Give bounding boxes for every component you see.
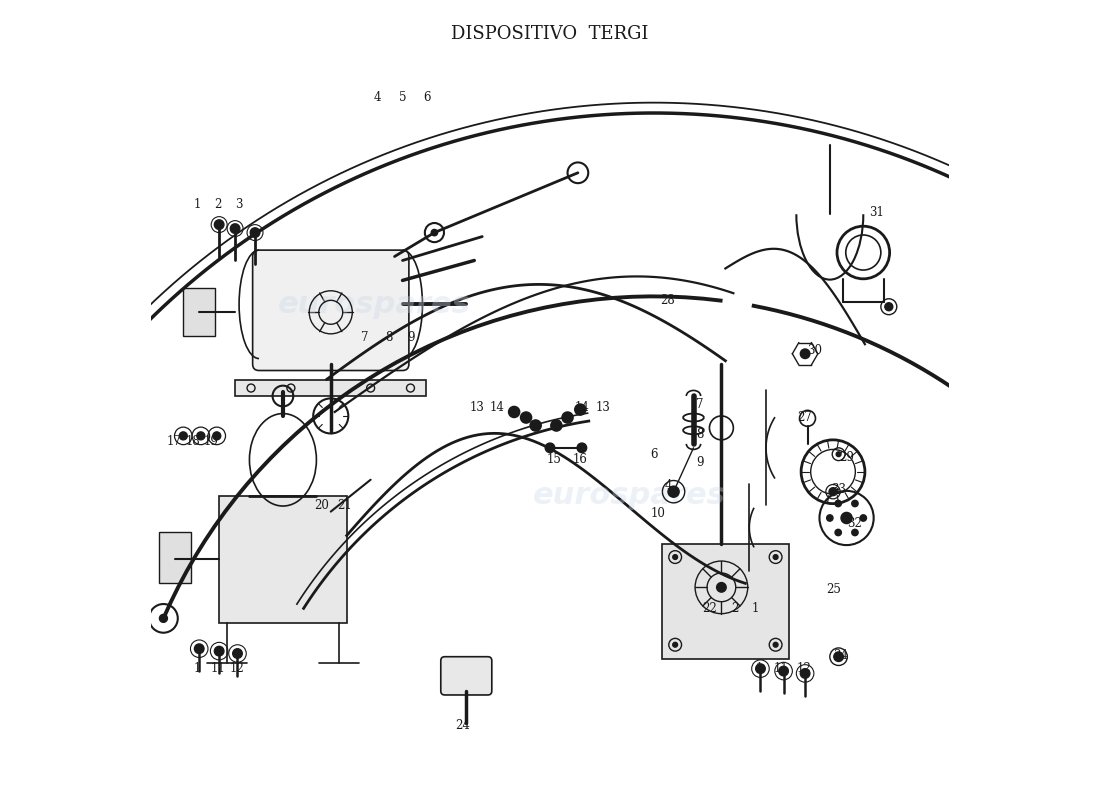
Circle shape xyxy=(835,530,842,536)
Text: eurospares: eurospares xyxy=(534,481,726,510)
Text: 19: 19 xyxy=(204,435,219,448)
Circle shape xyxy=(756,664,766,674)
Circle shape xyxy=(851,500,858,506)
Circle shape xyxy=(212,432,221,440)
Circle shape xyxy=(214,646,224,656)
Text: 8: 8 xyxy=(696,428,704,441)
Text: 24: 24 xyxy=(455,718,470,732)
Circle shape xyxy=(836,452,842,457)
Circle shape xyxy=(233,649,242,658)
Polygon shape xyxy=(661,543,789,659)
Text: 12: 12 xyxy=(229,662,244,675)
Text: 14: 14 xyxy=(574,402,590,414)
Text: 29: 29 xyxy=(839,451,854,464)
Text: 21: 21 xyxy=(337,498,352,512)
Circle shape xyxy=(834,652,844,662)
Circle shape xyxy=(562,412,573,423)
Text: 18: 18 xyxy=(186,435,200,448)
Text: 1: 1 xyxy=(752,602,759,615)
Circle shape xyxy=(673,642,678,647)
Text: 20: 20 xyxy=(314,498,329,512)
Text: 10: 10 xyxy=(650,506,666,520)
Circle shape xyxy=(431,230,438,236)
Circle shape xyxy=(716,582,726,592)
Text: 34: 34 xyxy=(834,649,848,662)
Circle shape xyxy=(578,443,586,453)
Circle shape xyxy=(546,443,554,453)
Circle shape xyxy=(801,349,810,358)
Text: 6: 6 xyxy=(424,90,431,103)
Circle shape xyxy=(668,486,679,498)
FancyBboxPatch shape xyxy=(441,657,492,695)
Circle shape xyxy=(826,515,833,521)
Circle shape xyxy=(773,642,778,647)
Text: 1: 1 xyxy=(756,662,762,675)
Text: eurospares: eurospares xyxy=(278,290,471,319)
Text: 16: 16 xyxy=(573,454,587,466)
Circle shape xyxy=(673,554,678,559)
Polygon shape xyxy=(160,531,191,583)
Text: 11: 11 xyxy=(210,662,224,675)
Circle shape xyxy=(835,500,842,506)
Circle shape xyxy=(773,554,778,559)
Circle shape xyxy=(860,515,867,521)
Text: 3: 3 xyxy=(235,198,243,211)
Polygon shape xyxy=(219,496,346,623)
Circle shape xyxy=(197,432,205,440)
Text: 22: 22 xyxy=(702,602,717,615)
Text: DISPOSITIVO  TERGI: DISPOSITIVO TERGI xyxy=(451,26,649,43)
Circle shape xyxy=(508,406,519,418)
Text: 11: 11 xyxy=(773,662,789,675)
Text: 8: 8 xyxy=(385,331,393,344)
Text: 5: 5 xyxy=(399,90,406,103)
Text: 7: 7 xyxy=(361,331,368,344)
Circle shape xyxy=(829,488,837,496)
Circle shape xyxy=(230,224,240,234)
Text: 14: 14 xyxy=(490,402,505,414)
Circle shape xyxy=(801,669,810,678)
Circle shape xyxy=(520,412,531,423)
Text: 4: 4 xyxy=(664,479,672,492)
Circle shape xyxy=(160,614,167,622)
Text: 17: 17 xyxy=(166,435,182,448)
Circle shape xyxy=(214,220,224,230)
Circle shape xyxy=(530,420,541,431)
Text: 13: 13 xyxy=(470,402,484,414)
Text: 9: 9 xyxy=(407,331,415,344)
Text: 28: 28 xyxy=(661,294,675,307)
Circle shape xyxy=(551,420,562,431)
FancyBboxPatch shape xyxy=(253,250,409,370)
Text: 2: 2 xyxy=(214,198,222,211)
Circle shape xyxy=(195,644,204,654)
Text: 25: 25 xyxy=(826,583,842,596)
Polygon shape xyxy=(184,288,216,336)
Text: 30: 30 xyxy=(807,344,822,357)
Text: 1: 1 xyxy=(194,198,201,211)
Text: 13: 13 xyxy=(595,402,610,414)
Circle shape xyxy=(851,530,858,536)
Text: 27: 27 xyxy=(798,411,813,424)
Text: 31: 31 xyxy=(869,206,884,219)
Text: 9: 9 xyxy=(696,456,704,469)
Text: 6: 6 xyxy=(650,448,658,461)
Text: 4: 4 xyxy=(373,90,381,103)
Text: 2: 2 xyxy=(732,602,738,615)
Circle shape xyxy=(574,404,586,415)
Circle shape xyxy=(779,666,789,676)
Circle shape xyxy=(842,513,852,523)
Text: 33: 33 xyxy=(832,482,846,496)
Text: 7: 7 xyxy=(696,398,704,411)
Circle shape xyxy=(250,228,260,238)
Text: 15: 15 xyxy=(547,454,561,466)
Polygon shape xyxy=(235,380,427,396)
Circle shape xyxy=(884,302,893,310)
Text: 1: 1 xyxy=(194,662,201,675)
Text: 12: 12 xyxy=(796,662,811,675)
Text: 32: 32 xyxy=(847,517,862,530)
Circle shape xyxy=(179,432,187,440)
